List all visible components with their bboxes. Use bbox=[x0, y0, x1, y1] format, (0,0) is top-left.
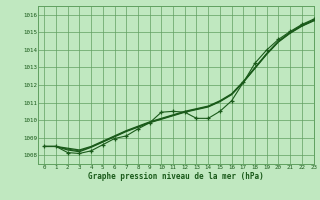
X-axis label: Graphe pression niveau de la mer (hPa): Graphe pression niveau de la mer (hPa) bbox=[88, 172, 264, 181]
